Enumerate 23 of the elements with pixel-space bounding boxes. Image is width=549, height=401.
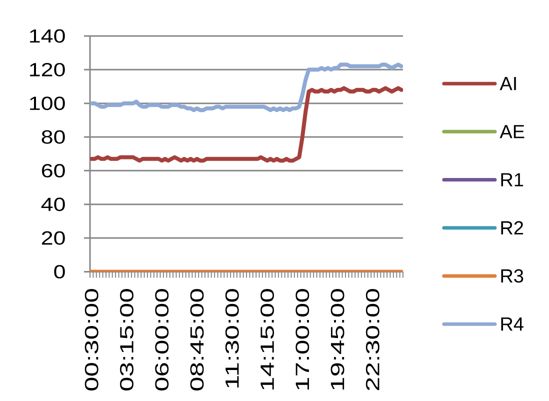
y-tick-label: 140: [30, 29, 65, 43]
x-tick-label: 03:15:00: [120, 289, 134, 390]
legend-label: AI: [500, 76, 516, 90]
y-tick-label: 80: [42, 130, 65, 144]
x-tick-label: 11:30:00: [225, 289, 239, 388]
x-tick-label: 14:15:00: [260, 289, 274, 390]
x-tick-label: 19:45:00: [330, 289, 344, 390]
x-tick-label: 22:30:00: [366, 289, 380, 390]
y-tick-label: 60: [42, 164, 65, 178]
x-tick-label: 06:00:00: [155, 289, 169, 390]
legend-label: R2: [501, 221, 524, 234]
y-tick-label: 40: [41, 198, 65, 212]
x-tick-label: 17:00:00: [296, 289, 310, 390]
legend-label: AE: [500, 125, 524, 138]
legend-label: R4: [501, 317, 524, 331]
x-tick-label: 00:30:00: [84, 289, 98, 390]
legend-label: R3: [501, 269, 524, 283]
x-tick-label: 08:45:00: [190, 289, 204, 390]
y-tick-label: 0: [54, 264, 65, 278]
legend-label: R1: [501, 173, 524, 186]
y-tick-label: 100: [30, 96, 65, 110]
y-tick-label: 120: [30, 62, 65, 76]
y-tick-label: 20: [42, 231, 65, 245]
